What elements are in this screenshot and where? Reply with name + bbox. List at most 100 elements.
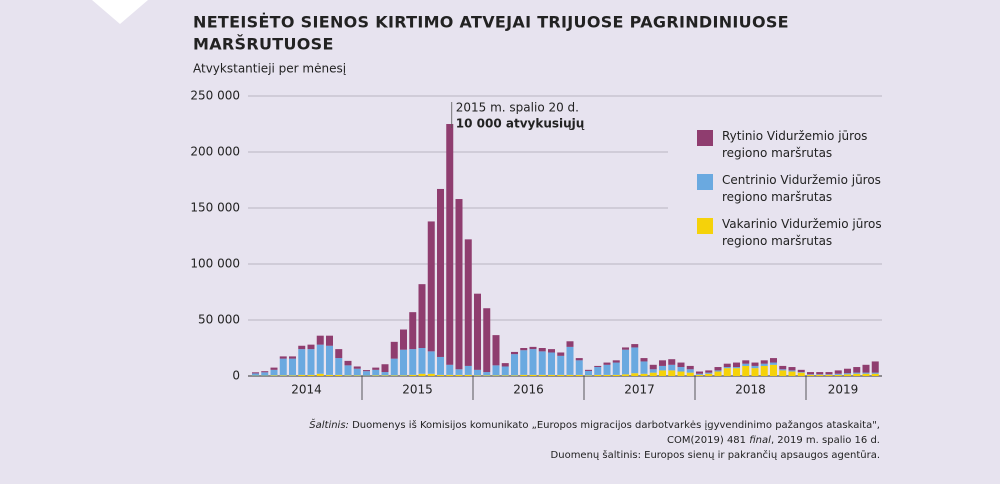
- bar-segment: [622, 374, 629, 376]
- bar-segment: [640, 373, 648, 376]
- y-tick-label: 200 000: [190, 145, 240, 159]
- bar-segment: [372, 369, 380, 376]
- bar-segment: [696, 371, 703, 374]
- bar-segment: [696, 374, 703, 376]
- bar-segment: [603, 364, 611, 375]
- bar-segment: [474, 369, 481, 376]
- bar-segment: [834, 373, 842, 375]
- bar-segment: [381, 375, 389, 376]
- bar-segment: [427, 351, 435, 374]
- bar-segment: [270, 369, 278, 376]
- legend-label: Centrinio Viduržemio jūros regiono maršru…: [722, 173, 881, 204]
- bar-segment: [335, 349, 343, 359]
- bar-segment: [705, 373, 713, 376]
- bar-segment: [390, 358, 398, 376]
- bar-segment: [464, 365, 472, 375]
- bar-segment: [612, 374, 620, 376]
- bar-segment: [455, 374, 463, 376]
- bar-segment: [659, 370, 666, 376]
- bar-segment: [427, 221, 435, 352]
- bar-segment: [390, 341, 398, 359]
- y-tick-label: 250 000: [190, 89, 240, 103]
- source-text: final: [749, 435, 771, 446]
- bar-segment: [742, 365, 750, 376]
- bar-segment: [594, 367, 602, 375]
- bar-segment: [520, 350, 528, 375]
- bar-segment: [326, 345, 333, 375]
- bar-segment: [363, 371, 370, 376]
- source-label: Šaltinis:: [309, 418, 349, 431]
- bar-segment: [723, 367, 731, 369]
- bar-segment: [816, 374, 824, 376]
- bar-segment: [511, 354, 518, 376]
- bar-segment: [714, 367, 722, 371]
- bar-segment: [585, 370, 592, 376]
- bar-segment: [733, 368, 740, 376]
- chart-title: NETEISĖTO SIENOS KIRTIMO ATVEJAI TRIJUOS…: [193, 13, 789, 32]
- bar-segment: [492, 375, 500, 376]
- bar-segment: [760, 360, 768, 364]
- legend-swatch: [697, 130, 713, 146]
- bar-segment: [575, 360, 583, 375]
- bar-segment: [557, 374, 565, 376]
- bar-segment: [520, 348, 528, 351]
- x-year-label: 2018: [735, 383, 766, 397]
- bar-segment: [668, 364, 676, 371]
- bar-segment: [511, 375, 518, 376]
- bar-segment: [770, 358, 777, 363]
- bar-segment: [529, 374, 537, 376]
- bar-segment: [686, 372, 694, 376]
- bar-segment: [437, 356, 444, 375]
- bar-segment: [538, 374, 546, 376]
- bar-segment: [640, 361, 648, 374]
- bar-segment: [779, 370, 787, 376]
- bar-segment: [677, 362, 685, 368]
- bar-segment: [844, 374, 851, 376]
- bar-segment: [298, 345, 306, 350]
- bar-segment: [492, 365, 500, 376]
- bar-segment: [381, 372, 389, 376]
- bar-segment: [834, 370, 842, 374]
- bar-segment: [372, 367, 380, 370]
- bar-segment: [566, 346, 574, 375]
- bar-segment: [298, 374, 306, 376]
- bar-segment: [492, 335, 500, 366]
- bar-segment: [853, 367, 861, 373]
- bar-segment: [279, 356, 287, 359]
- corner-chevron: [92, 0, 148, 24]
- bar-segment: [788, 370, 796, 372]
- bar-segment: [307, 349, 315, 375]
- bar-segment: [418, 348, 426, 374]
- bar-segment: [751, 368, 759, 376]
- x-year-label: 2014: [291, 383, 322, 397]
- bar-segment: [344, 360, 352, 366]
- bar-segment: [335, 374, 343, 376]
- bar-segment: [575, 358, 583, 361]
- bar-segment: [557, 355, 565, 375]
- y-tick-label: 0: [232, 369, 240, 383]
- bar-segment: [862, 373, 870, 376]
- source-text: COM(2019) 481: [667, 435, 749, 446]
- plot: 0 50 000 100 000 150 000 200 000 250 000 2014 2…: [190, 89, 882, 400]
- bar-segment: [751, 365, 759, 369]
- bar-segment: [733, 362, 740, 368]
- bar-segment: [316, 373, 324, 376]
- bar-segment: [520, 374, 528, 376]
- bar-segment: [649, 369, 657, 373]
- bar-segment: [446, 374, 454, 376]
- bar-segment: [335, 358, 343, 375]
- bar-segment: [548, 349, 555, 353]
- bar-segment: [316, 344, 324, 374]
- bar-segment: [363, 370, 370, 372]
- bar-segment: [733, 367, 740, 369]
- bar-segment: [307, 374, 315, 376]
- bar-segment: [483, 308, 491, 373]
- bar-segment: [631, 347, 639, 374]
- bar-segment: [631, 373, 639, 376]
- bar-segment: [603, 374, 611, 376]
- bar-segment: [705, 372, 713, 374]
- bar-segment: [538, 351, 546, 375]
- bar-segment: [252, 373, 259, 376]
- bar-segment: [353, 375, 361, 376]
- bar-segment: [871, 372, 879, 374]
